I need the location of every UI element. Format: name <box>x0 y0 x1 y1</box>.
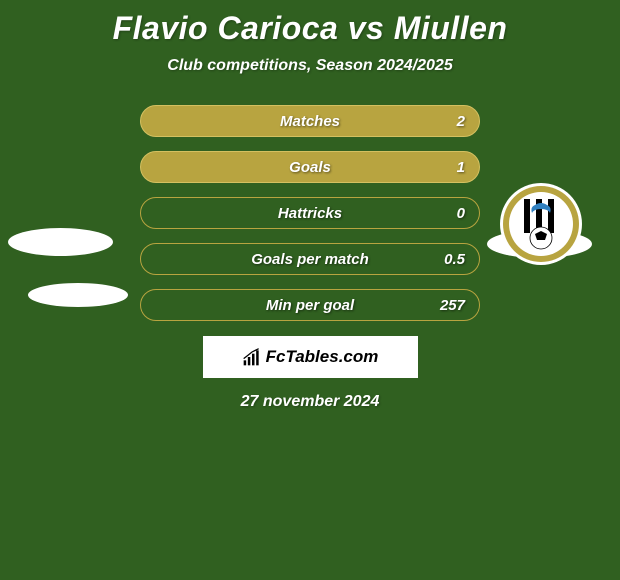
decorative-ellipse <box>8 228 113 256</box>
stat-label: Hattricks <box>278 205 342 222</box>
stat-row: Matches 2 <box>140 105 480 137</box>
stat-row: Goals per match 0.5 <box>140 243 480 275</box>
branding-text: FcTables.com <box>266 347 379 367</box>
stat-value: 2 <box>457 113 465 130</box>
stats-area: Matches 2 Goals 1 Hattricks 0 Goals per match 0… <box>0 105 620 321</box>
stat-row: Hattricks 0 <box>140 197 480 229</box>
chart-icon <box>242 347 262 367</box>
date-label: 27 november 2024 <box>0 393 620 411</box>
stat-value: 257 <box>440 297 465 314</box>
stat-label: Goals per match <box>251 251 369 268</box>
stat-row: Goals 1 <box>140 151 480 183</box>
branding-banner: FcTables.com <box>203 336 418 378</box>
stat-label: Matches <box>280 113 340 130</box>
page-title: Flavio Carioca vs Miullen <box>0 10 620 47</box>
decorative-ellipse <box>28 283 128 307</box>
stat-value: 0 <box>457 205 465 222</box>
club-badge <box>500 183 582 265</box>
stat-row: Min per goal 257 <box>140 289 480 321</box>
page-subtitle: Club competitions, Season 2024/2025 <box>0 57 620 75</box>
stat-value: 1 <box>457 159 465 176</box>
stat-label: Min per goal <box>266 297 354 314</box>
stat-value: 0.5 <box>444 251 465 268</box>
stat-label: Goals <box>289 159 331 176</box>
